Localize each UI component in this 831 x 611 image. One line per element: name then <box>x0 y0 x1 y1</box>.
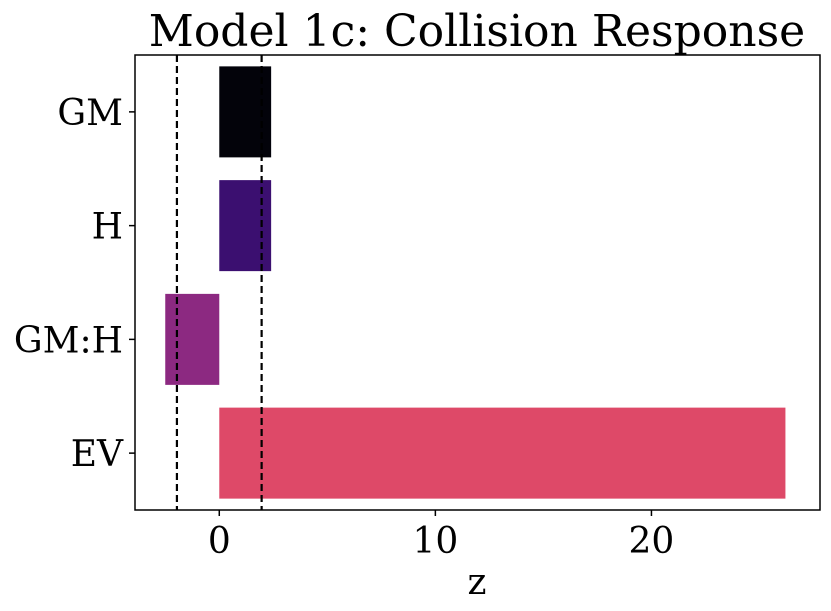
y-tick-label-ev: EV <box>71 434 124 475</box>
x-tick-label-20: 20 <box>629 521 675 562</box>
chart-title: Model 1c: Collision Response <box>149 6 805 57</box>
x-axis: 0 10 20 <box>208 510 675 562</box>
reference-lines-group <box>175 55 263 510</box>
y-tick-label-gm: GM <box>57 93 123 134</box>
x-tick-label-0: 0 <box>208 521 231 562</box>
y-tick-label-h: H <box>92 207 123 248</box>
bar-ev <box>219 407 786 499</box>
bars-group <box>165 66 786 499</box>
y-axis: GM H GM:H EV <box>14 93 135 475</box>
x-tick-label-10: 10 <box>412 521 458 562</box>
y-tick-label-gm-h: GM:H <box>14 320 123 361</box>
plot-frame <box>134 54 821 511</box>
bar-gm-h <box>165 293 220 385</box>
bar-gm <box>219 66 272 158</box>
x-axis-label: z <box>468 562 487 603</box>
bar-h <box>219 180 272 272</box>
